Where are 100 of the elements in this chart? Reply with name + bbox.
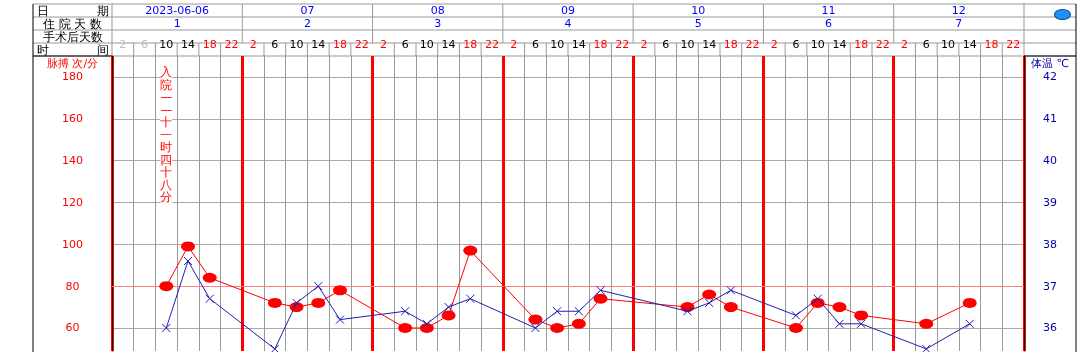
y2-tick-label: 42	[1043, 70, 1057, 84]
point	[422, 319, 432, 329]
point	[813, 294, 823, 304]
x-tick-label: 10	[550, 38, 565, 51]
x-tick-label: 6	[271, 38, 279, 51]
x-tick-label: 18	[723, 38, 738, 51]
point	[921, 344, 931, 352]
x-tick-label: 6	[792, 38, 800, 51]
text: 住 院 天 数	[41, 16, 103, 31]
x-tick-label: 18	[333, 38, 347, 51]
x-tick-label: 22	[1006, 38, 1021, 51]
point	[571, 318, 586, 329]
y-tick-label: 140	[62, 154, 83, 168]
x-tick-label: 2	[770, 38, 778, 51]
x-tick-label: 10	[419, 38, 434, 51]
point	[444, 302, 454, 312]
y-tick-label: 180	[62, 70, 83, 84]
point	[267, 297, 282, 308]
y2-tick-label: 37	[1043, 279, 1057, 293]
x-tick-label: 22	[875, 38, 890, 51]
point	[832, 302, 847, 313]
y-tick-label: 80	[65, 279, 80, 293]
x-tick-label: 18	[202, 38, 217, 51]
point	[398, 322, 413, 333]
x-tick-label: 10	[159, 38, 174, 51]
y-tick-label: 120	[62, 195, 83, 209]
point	[682, 306, 692, 316]
x-tick-label: 22	[615, 38, 630, 51]
text: 6	[825, 17, 833, 30]
point	[335, 315, 345, 325]
x-tick-label: 6	[401, 38, 409, 51]
text: 11	[821, 4, 836, 17]
text: 08	[430, 4, 445, 17]
point	[333, 285, 347, 296]
y-axis-title: 脉搏 次/分	[46, 56, 99, 70]
point	[202, 272, 217, 283]
point	[528, 314, 543, 325]
point	[441, 310, 456, 321]
x-tick-label: 2	[249, 38, 257, 51]
x-tick-label: 10	[810, 38, 825, 51]
point	[702, 289, 717, 300]
point	[270, 344, 280, 352]
x-tick-label: 22	[745, 38, 760, 51]
x-tick-label: 18	[984, 38, 999, 51]
x-tick-label: 14	[311, 38, 326, 51]
point	[791, 310, 801, 320]
x-tick-label: 10	[680, 38, 695, 51]
x-tick-label: 18	[854, 38, 869, 51]
text: 2	[303, 17, 311, 30]
point	[593, 293, 608, 304]
text: 3	[434, 17, 442, 30]
point	[574, 306, 584, 316]
y2-tick-label: 41	[1043, 112, 1057, 126]
point	[854, 310, 869, 321]
x-tick-label: 6	[141, 38, 149, 51]
point	[159, 281, 174, 292]
point	[723, 302, 738, 313]
text: 2023-06-06	[145, 4, 210, 17]
text: 手术后天数	[42, 29, 103, 44]
x-tick-label: 2	[119, 38, 127, 51]
y-tick-label: 100	[62, 237, 83, 251]
point	[181, 241, 195, 252]
y2-axis-title: 体温 ℃	[1031, 56, 1069, 70]
point	[965, 319, 975, 329]
x-tick-label: 6	[922, 38, 930, 51]
point	[463, 245, 478, 256]
point	[726, 285, 736, 295]
x-tick-label: 14	[441, 38, 456, 51]
x-tick-label: 10	[289, 38, 304, 51]
y2-tick-label: 38	[1043, 237, 1057, 251]
point	[183, 256, 193, 266]
x-tick-label: 10	[941, 38, 955, 51]
text: 1	[173, 17, 181, 30]
x-tick-label: 18	[463, 38, 478, 51]
x-tick-label: 2	[901, 38, 909, 51]
point	[205, 294, 215, 304]
x-tick-label: 6	[531, 38, 539, 51]
point	[834, 319, 844, 329]
point	[465, 294, 475, 304]
point	[962, 297, 977, 308]
text: 7	[955, 17, 963, 30]
text: 07	[300, 4, 315, 17]
point	[704, 298, 714, 308]
x-tick-label: 6	[662, 38, 670, 51]
point	[789, 322, 803, 333]
point	[313, 281, 323, 291]
x-tick-label: 22	[354, 38, 369, 51]
x-tick-label: 14	[832, 38, 847, 51]
point	[550, 322, 565, 333]
x-tick-label: 14	[181, 38, 195, 51]
text: 入院——十一时四十八分	[160, 65, 173, 205]
y-tick-label: 60	[65, 321, 80, 335]
x-tick-label: 14	[571, 38, 586, 51]
x-tick-label: 18	[593, 38, 608, 51]
x-tick-label: 22	[224, 38, 239, 51]
point	[311, 297, 326, 308]
x-tick-label: 14	[962, 38, 977, 51]
y2-tick-label: 39	[1043, 195, 1057, 209]
y2-tick-label: 40	[1043, 154, 1057, 168]
text: 时 间	[36, 42, 109, 57]
